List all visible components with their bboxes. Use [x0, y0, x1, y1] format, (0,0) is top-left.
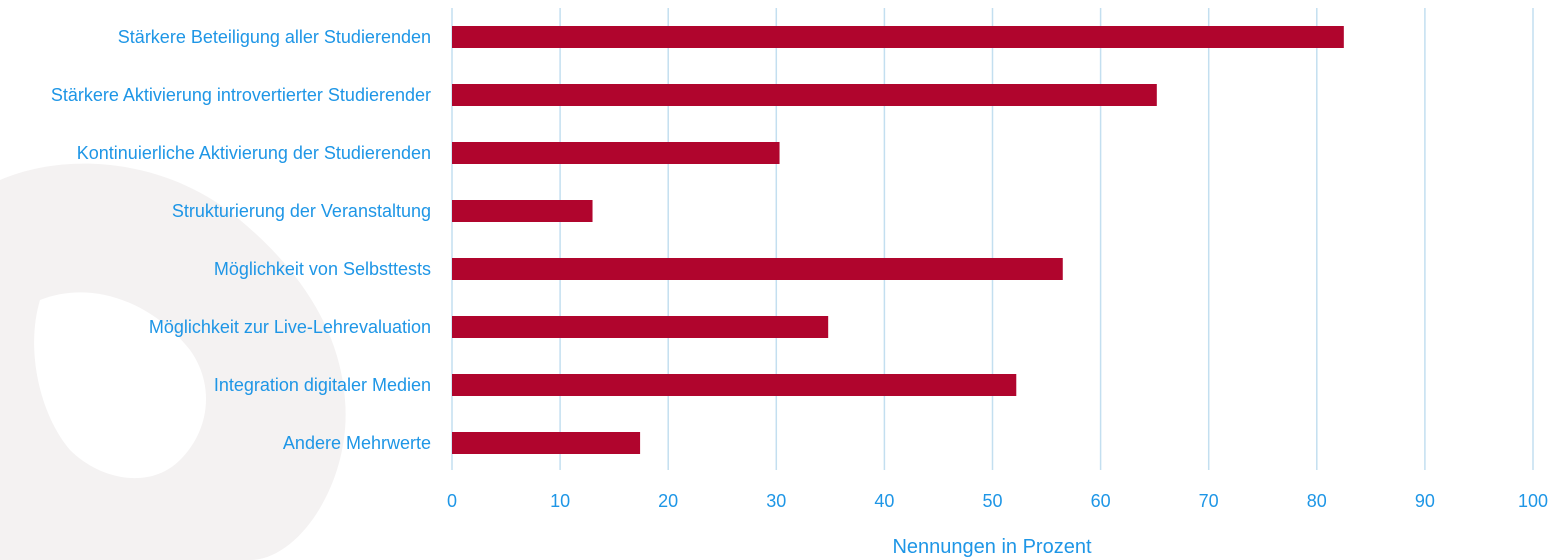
category-label: Andere Mehrwerte	[283, 433, 431, 453]
category-label: Stärkere Beteiligung aller Studierenden	[118, 27, 431, 47]
x-tick-label: 80	[1307, 491, 1327, 511]
x-tick-label: 30	[766, 491, 786, 511]
bar	[452, 84, 1157, 106]
x-tick-label: 50	[982, 491, 1002, 511]
category-label: Stärkere Aktivierung introvertierter Stu…	[51, 85, 431, 105]
x-tick-label: 100	[1518, 491, 1548, 511]
category-label: Möglichkeit zur Live-Lehrevaluation	[149, 317, 431, 337]
bar	[452, 26, 1344, 48]
bar	[452, 316, 829, 338]
x-tick-label: 20	[658, 491, 678, 511]
bar	[452, 142, 780, 164]
x-tick-label: 0	[447, 491, 457, 511]
x-tick-label: 70	[1199, 491, 1219, 511]
x-tick-labels: 0 10 20 30 40 50 60 70 80 90 100	[447, 491, 1548, 511]
bar	[452, 432, 641, 454]
bar	[452, 200, 593, 222]
x-axis-title: Nennungen in Prozent	[892, 536, 1091, 558]
x-tick-label: 40	[874, 491, 894, 511]
x-tick-label: 10	[550, 491, 570, 511]
grid-lines	[451, 8, 1534, 470]
bars	[452, 26, 1344, 454]
x-tick-label: 90	[1415, 491, 1435, 511]
category-label: Strukturierung der Veranstaltung	[172, 201, 431, 221]
category-labels: Stärkere Beteiligung aller Studierenden S…	[51, 27, 431, 453]
category-label: Kontinuierliche Aktivierung der Studiere…	[77, 143, 431, 163]
category-label: Möglichkeit von Selbsttests	[214, 259, 431, 279]
category-label: Integration digitaler Medien	[214, 375, 431, 395]
bar	[452, 258, 1063, 280]
bar	[452, 374, 1017, 396]
x-tick-label: 60	[1091, 491, 1111, 511]
background-watermark	[0, 163, 346, 560]
